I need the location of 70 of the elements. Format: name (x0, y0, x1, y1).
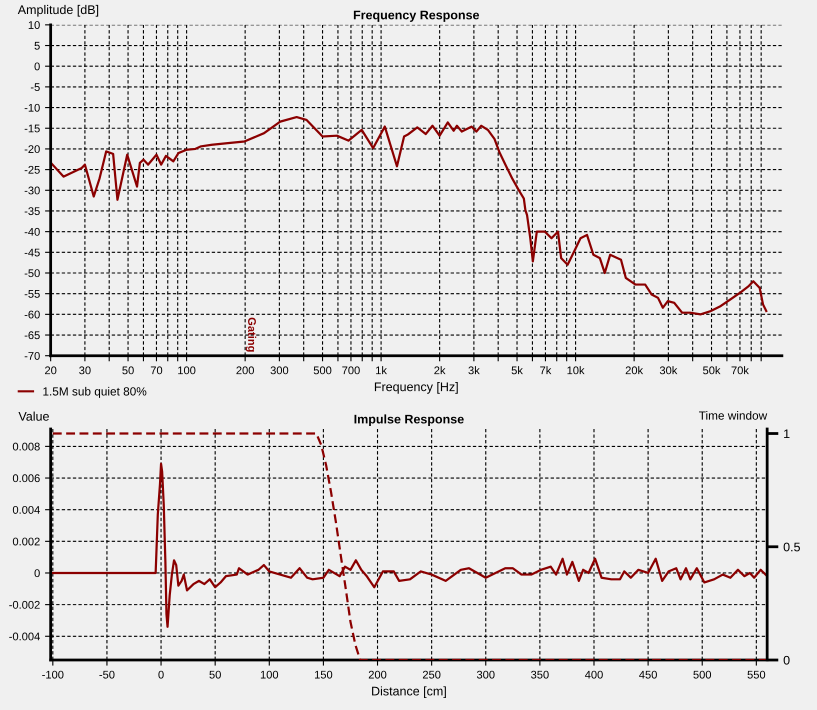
x-tick-label: 1k (376, 366, 387, 374)
x-tick-label: 7k (540, 366, 552, 374)
x-tick-label: 20 (45, 366, 56, 374)
y-tick-label: -60 (24, 310, 40, 318)
y-tick-label: -55 (24, 290, 40, 298)
y-tick-label: -0.004 (9, 632, 40, 640)
x-tick-label: 50k (703, 366, 720, 374)
x-tick-label: -100 (42, 670, 64, 679)
y-tick-label: -10 (24, 104, 40, 112)
y-tick-label: -30 (24, 186, 40, 194)
x-tick-label: 400 (584, 670, 603, 679)
y-tick-label: -0.002 (9, 600, 40, 609)
y-axis-title: Value (18, 412, 49, 421)
x-tick-label: 5k (512, 366, 523, 374)
y2-tick-label: 0.5 (784, 542, 800, 552)
x-tick-label: -50 (99, 670, 115, 679)
y-tick-label: 0 (34, 569, 40, 578)
x-tick-label: 500 (693, 670, 712, 679)
x-tick-label: 100 (260, 670, 278, 679)
x-tick-label: 20k (626, 366, 644, 374)
x-tick-label: 300 (270, 366, 288, 374)
y2-tick-label: 0 (784, 656, 790, 665)
x-tick-label: 500 (314, 366, 332, 374)
x-tick-label: 550 (748, 670, 766, 679)
x-tick-label: 3k (468, 366, 480, 374)
legend-label: 1.5M sub quiet 80% (43, 386, 146, 398)
annotation: Gating (246, 318, 256, 352)
line-series (52, 432, 768, 660)
y-tick-label: 0.002 (12, 538, 40, 546)
y-tick-label: 0.006 (12, 474, 40, 482)
y-tick-label: -70 (24, 352, 40, 360)
x-tick-label: 300 (476, 670, 495, 679)
x-tick-label: 30k (660, 366, 678, 374)
x-tick-label: 70 (150, 366, 162, 374)
x-tick-label: 50 (209, 670, 221, 679)
y-tick-label: -45 (24, 248, 40, 256)
y-tick-label: 0.008 (12, 442, 40, 451)
x-tick-label: 2k (434, 366, 446, 374)
y-tick-label: -40 (24, 228, 40, 236)
chart-title: Frequency Response (354, 10, 480, 22)
x-tick-label: 0 (158, 670, 164, 679)
y2-tick-label: 1 (784, 429, 790, 438)
y-tick-label: -65 (24, 331, 40, 340)
y-tick-label: 10 (28, 21, 40, 29)
x-tick-label: 200 (236, 366, 254, 374)
y-tick-label: 0 (34, 62, 40, 70)
x-tick-label: 70k (732, 366, 749, 374)
x-axis-title: Distance [cm] (372, 686, 446, 698)
y2-axis-title: Time window (698, 411, 768, 420)
y-tick-label: 5 (34, 42, 40, 50)
x-tick-label: 10k (567, 366, 585, 374)
chart-title: Impulse Response (354, 414, 464, 426)
y-tick-label: 0.004 (12, 506, 40, 514)
x-tick-label: 200 (368, 670, 386, 679)
x-tick-label: 150 (314, 670, 332, 679)
x-tick-label: 350 (531, 670, 549, 679)
x-tick-label: 50 (122, 366, 134, 374)
y-tick-label: -5 (30, 83, 40, 92)
y-tick-label: -35 (24, 207, 40, 216)
x-axis-title: Frequency [Hz] (374, 382, 458, 394)
y-axis-title: Amplitude [dB] (18, 4, 98, 17)
y-tick-label: -20 (24, 145, 40, 154)
y-tick-label: -50 (24, 269, 40, 278)
y-tick-label: -15 (24, 124, 40, 132)
x-tick-label: 450 (639, 670, 657, 679)
x-tick-label: 250 (422, 670, 440, 679)
x-tick-label: 100 (178, 366, 196, 374)
y-tick-label: -25 (24, 166, 40, 174)
x-tick-label: 700 (342, 366, 360, 374)
x-tick-label: 30 (79, 366, 91, 374)
